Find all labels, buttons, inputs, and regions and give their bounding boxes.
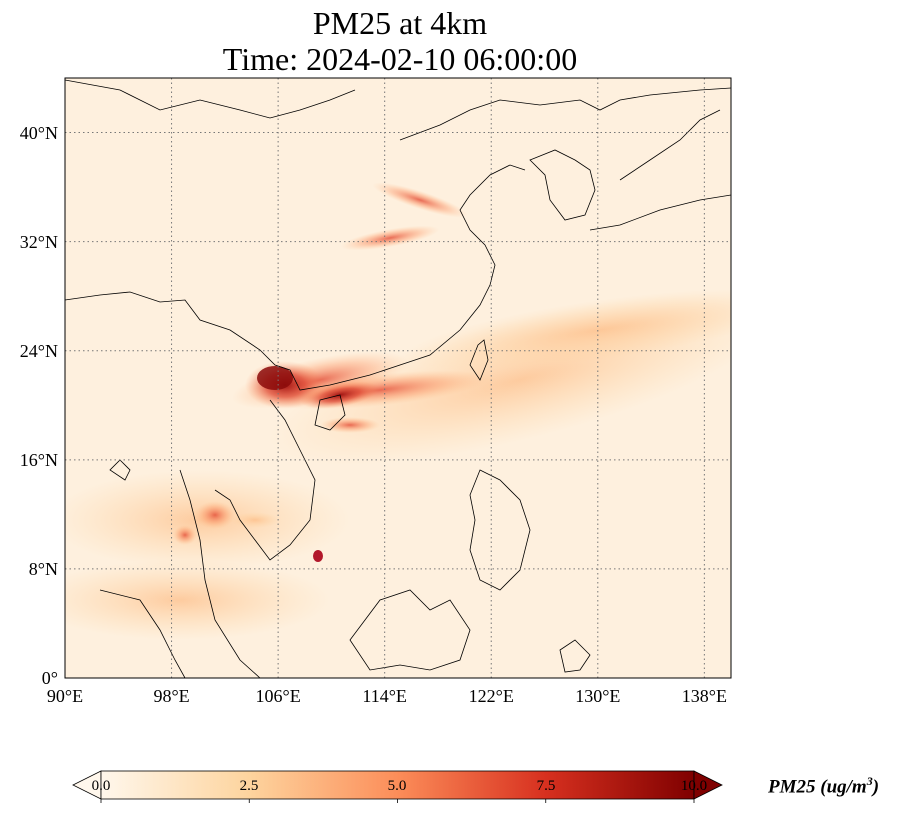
- lon-tick-label: 90°E: [46, 686, 84, 706]
- lat-tick-label: 32°N: [19, 231, 58, 252]
- lon-tick-label: 106°E: [255, 686, 301, 706]
- colorbar-extend-high: [693, 770, 723, 800]
- lon-tick-label: 98°E: [153, 686, 190, 706]
- colorbar-tick-label: 5.0: [387, 778, 407, 794]
- lon-tick-label: 130°E: [575, 686, 621, 706]
- colorbar-tick-label: 10.0: [680, 778, 708, 794]
- colorbar-bar: [100, 770, 695, 800]
- lat-tick-label: 40°N: [19, 122, 58, 143]
- colorbar-tick-label: 7.5: [536, 778, 556, 794]
- lat-tick-label: 8°N: [28, 558, 58, 579]
- pm25-field: [65, 78, 731, 678]
- lat-tick-label: 0°: [41, 668, 58, 688]
- lon-tick-label: 122°E: [468, 686, 514, 706]
- map-title-line1: PM25 at 4km: [312, 5, 488, 41]
- colorbar: [72, 770, 723, 803]
- colorbar-tick-label: 0.0: [91, 778, 111, 794]
- lon-tick-label: 138°E: [681, 686, 727, 706]
- colorbar-label: PM25 (ug/m3): [768, 774, 880, 798]
- lat-tick-label: 16°N: [19, 449, 58, 470]
- gridlines: [65, 78, 731, 678]
- lat-tick-label: 24°N: [19, 340, 58, 361]
- map-frame: [64, 77, 732, 679]
- coastlines: [65, 79, 731, 678]
- colorbar-tick-label: 2.5: [239, 778, 259, 794]
- map-title-line2: Time: 2024-02-10 06:00:00: [222, 41, 578, 77]
- lon-tick-label: 114°E: [362, 686, 407, 706]
